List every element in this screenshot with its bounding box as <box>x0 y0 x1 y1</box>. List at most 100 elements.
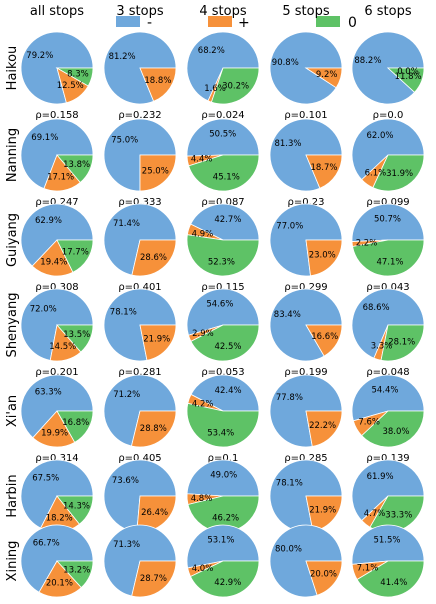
label-plus: 22.2% <box>309 421 336 431</box>
slice-minus <box>186 31 260 102</box>
label-minus: 81.3% <box>274 139 301 149</box>
rho-value: ρ=0.199 <box>284 367 327 378</box>
label-plus: 2.9% <box>192 329 214 339</box>
slice-minus <box>103 203 177 276</box>
pie-guiyang-3-stops: 71.4% 28.6% ρ=0.401 <box>103 203 177 293</box>
slice-minus <box>103 374 177 447</box>
slice-minus <box>186 288 260 336</box>
pie-nanning-3-stops: 75.0% 25.0% ρ=0.333 <box>103 118 177 208</box>
label-minus: 68.6% <box>363 303 390 313</box>
label-zero: 38.0% <box>382 427 409 437</box>
label-minus: 73.6% <box>112 476 139 486</box>
slice-zero <box>56 239 94 273</box>
row-labels: Haikou Nanning Guiyang Shenyang Xi'an Harbin X… <box>5 46 20 582</box>
slice-plus <box>305 154 343 189</box>
slice-zero <box>56 154 94 184</box>
slice-plus <box>131 239 177 277</box>
label-minus: 69.1% <box>31 133 58 143</box>
label-zero: 52.3% <box>208 258 235 268</box>
slice-zero <box>356 560 425 598</box>
label-minus: 54.6% <box>206 300 233 310</box>
pie-haikou-5-stops: 90.8% 9.2% ρ=0.101 <box>269 31 343 121</box>
label-plus: 12.5% <box>57 81 84 91</box>
slice-minus <box>186 459 260 497</box>
slice-minus <box>269 203 343 277</box>
slice-plus <box>139 67 177 102</box>
row-label-harbin: Harbin <box>5 474 20 517</box>
label-minus: 67.5% <box>32 474 59 484</box>
label-plus: 3.3% <box>371 342 393 352</box>
slice-zero <box>188 154 260 192</box>
label-plus: 21.9% <box>143 335 170 345</box>
label-plus: 18.8% <box>144 76 171 86</box>
label-minus: 51.5% <box>373 535 400 545</box>
rho-value: ρ=0.314 <box>35 453 78 464</box>
rho-value: ρ=0.285 <box>284 453 327 464</box>
slice-minus <box>20 374 94 439</box>
label-minus: 88.2% <box>354 56 381 66</box>
slice-plus <box>304 67 343 89</box>
label-plus: 18.7% <box>310 163 337 173</box>
label-plus: 7.1% <box>357 564 379 574</box>
label-zero: 8.3% <box>67 70 89 80</box>
slice-minus <box>186 524 260 569</box>
label-plus: 17.1% <box>47 172 74 182</box>
pie-shenyang-all-stops: 72.0% 14.5% 13.5% ρ=0.201 <box>20 288 94 378</box>
label-minus: 80.0% <box>275 544 302 554</box>
slice-zero <box>361 410 425 448</box>
slice-zero <box>56 410 94 443</box>
label-plus: 19.9% <box>41 429 68 439</box>
pie-guiyang-4-stops: 42.7%4.9% 52.3% ρ=0.115 <box>186 203 260 293</box>
label-minus: 90.8% <box>272 58 299 68</box>
slice-minus <box>20 203 94 267</box>
slice-zero <box>386 67 425 93</box>
column-titles: all stops 3 stops 4 stops 5 stops 6 stops <box>30 4 412 19</box>
label-minus: 77.0% <box>276 222 303 232</box>
label-plus: 19.4% <box>40 257 67 267</box>
label-plus: 7.6% <box>358 418 380 428</box>
pie-xining-4-stops: 53.1%4.0%42.9%ρ=0.076 <box>186 524 260 604</box>
label-zero: 33.3% <box>385 511 412 521</box>
slice-plus <box>38 560 82 598</box>
label-zero: 28.1% <box>388 338 415 348</box>
pie-haikou-4-stops: 68.2% 1.6%30.2% ρ=0.024 <box>186 31 260 121</box>
rho-value: ρ=0.1 <box>208 453 239 464</box>
rho-value: ρ=0.308 <box>35 282 78 293</box>
rho-value: ρ=0.405 <box>118 453 161 464</box>
row-label-xi-an: Xi'an <box>5 395 20 427</box>
slice-plus <box>31 239 74 277</box>
row-label-nanning: Nanning <box>5 128 20 182</box>
label-zero: 46.2% <box>212 513 239 523</box>
label-plus: 20.0% <box>310 570 337 580</box>
label-plus: 9.2% <box>316 70 338 80</box>
pie-xining-3-stops: 71.3%28.7%ρ=0.403 <box>103 524 177 604</box>
rho-value: ρ=0.101 <box>284 110 327 121</box>
label-minus: 68.2% <box>198 46 225 56</box>
label-plus: 0.0% <box>397 67 419 77</box>
slice-zero <box>56 324 94 353</box>
legend-label-minus: - <box>147 15 152 31</box>
rho-value: ρ=0.048 <box>366 367 409 378</box>
rho-value: ρ=0.333 <box>118 197 161 208</box>
legend-label-zero: 0 <box>348 15 357 31</box>
slice-zero <box>380 324 425 362</box>
label-minus: 50.5% <box>209 129 236 139</box>
label-minus: 71.3% <box>113 540 140 550</box>
label-plus: 28.8% <box>140 424 167 434</box>
pie-guiyang-5-stops: 77.0% 23.0% ρ=0.299 <box>269 203 343 293</box>
label-plus: 4.8% <box>191 494 213 504</box>
rho-value: ρ=0.281 <box>118 367 161 378</box>
slice-plus <box>305 239 343 277</box>
label-plus: 21.9% <box>309 506 336 516</box>
label-minus: 66.7% <box>33 538 60 548</box>
label-minus: 83.4% <box>274 310 301 320</box>
slice-zero <box>55 67 94 87</box>
pie-haikou-6-stops: 88.2% 11.8%0.0% ρ=0.0 <box>351 31 425 121</box>
label-zero: 42.9% <box>214 578 241 588</box>
pie-guiyang-all-stops: 62.9% 19.4%17.7% ρ=0.308 <box>20 203 94 293</box>
rho-value: ρ=0.299 <box>284 282 327 293</box>
rho-value: ρ=0.232 <box>118 110 161 121</box>
rho-value: ρ=0.087 <box>201 197 244 208</box>
rho-value: ρ=0.099 <box>366 197 409 208</box>
